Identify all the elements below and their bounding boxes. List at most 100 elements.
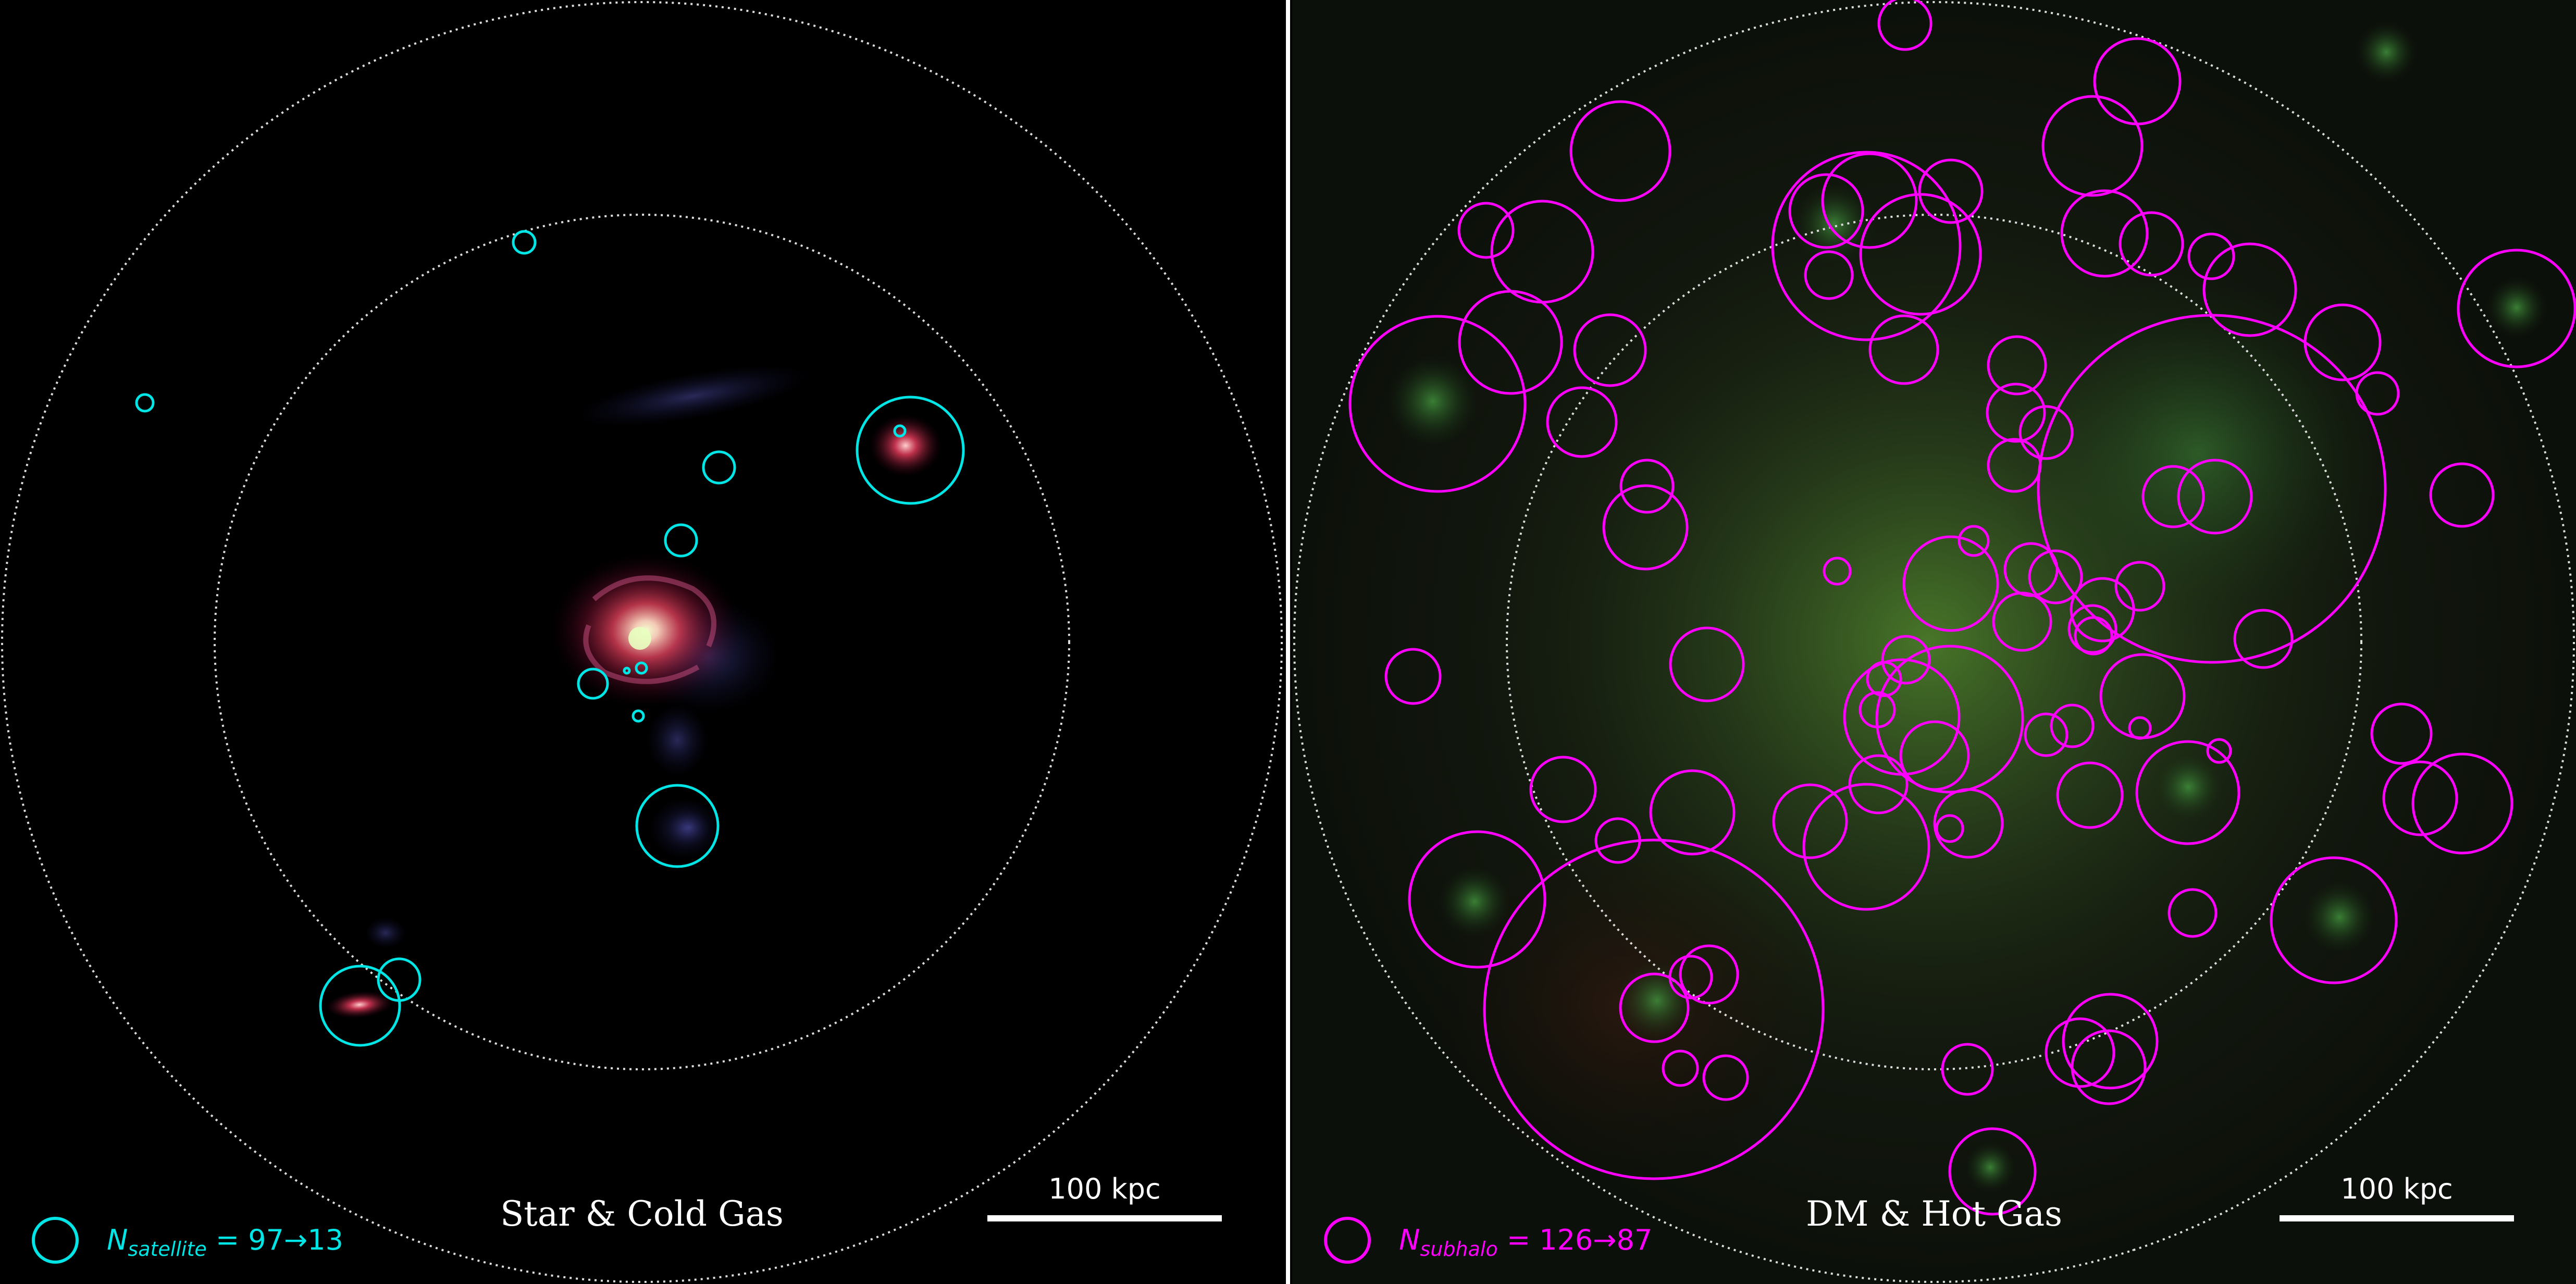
subhalo-circle: [1868, 314, 1939, 385]
subhalo-circle: [2233, 609, 2294, 669]
legend-symbol: N: [1399, 1224, 1420, 1256]
subhalo-circle: [1546, 386, 1618, 458]
satellite-circle: [631, 709, 645, 723]
scale-bar: 100 kpc: [2280, 1172, 2514, 1221]
subhalo-circle: [2135, 740, 2240, 845]
guide-rings: [1, 1, 1283, 1283]
scale-bar: 100 kpc: [987, 1172, 1222, 1221]
guide-rings: [1293, 1, 2575, 1283]
subhalo-circle: [1823, 557, 1852, 586]
subhalo-circle: [1859, 193, 1982, 316]
legend-subscript: satellite: [128, 1238, 206, 1261]
subhalo-circle: [1958, 525, 1990, 557]
subhalo-circle: [2071, 1029, 2147, 1105]
subhalo-circle: [2056, 761, 2124, 829]
subhalo-circle: [2382, 760, 2458, 836]
subhalo-circle: [1573, 313, 1647, 387]
subhalo-circle: [1457, 202, 1515, 259]
subhalo-circle: [1918, 158, 1984, 224]
subhalo-circle: [2141, 465, 2205, 528]
legend-value: = 126→87: [1498, 1224, 1653, 1256]
subhalo-circle: [2177, 459, 2253, 535]
subhalo-circle: [1875, 645, 2024, 794]
subhalo-circle: [1987, 335, 2047, 396]
satellite-markers: [135, 230, 965, 1047]
subhalo-circle: [1992, 591, 2052, 652]
legend-value: = 97→13: [207, 1224, 343, 1256]
subhalo-circle: [1649, 769, 1736, 856]
subhalo-circle: [2067, 604, 2117, 654]
subhalo-circle: [1772, 783, 1848, 859]
subhalo-circle: [1679, 944, 1739, 1005]
subhalo-circle: [1933, 788, 2004, 859]
panel-title: Star & Cold Gas: [500, 1194, 784, 1234]
subhalo-circle: [1619, 459, 1675, 514]
subhalo-circle: [2457, 249, 2576, 368]
subhalo-circle: [1483, 838, 1825, 1180]
satellite-circle: [635, 661, 648, 675]
subhalo-markers: [1348, 0, 2576, 1216]
subhalo-circle: [1881, 635, 1931, 685]
subhalo-circle: [1384, 648, 1442, 705]
subhalo-circle: [2060, 189, 2149, 278]
satellite-circle: [135, 393, 155, 413]
legend-subscript: subhalo: [1420, 1238, 1497, 1261]
subhalo-circle: [2037, 314, 2387, 664]
legend-label: Nsatellite = 97→13: [107, 1224, 343, 1261]
subhalo-circle: [1348, 315, 1527, 493]
subhalo-circle: [1821, 152, 1918, 249]
subhalo-circle: [2024, 712, 2069, 757]
subhalo-circle: [2074, 616, 2113, 656]
subhalo-circle: [1899, 720, 1970, 791]
legend-circle-icon: [1324, 1217, 1371, 1264]
subhalo-circle: [1877, 0, 1933, 51]
subhalo-circle: [1619, 972, 1690, 1043]
scale-bar-label: 100 kpc: [1048, 1172, 1160, 1205]
satellite-circle: [664, 523, 698, 558]
satellite-circle: [856, 396, 965, 505]
subhalo-circle: [1529, 756, 1597, 823]
subhalo-circle: [1986, 382, 2046, 443]
subhalo-circle: [2070, 577, 2135, 643]
subhalo-circle: [2062, 993, 2159, 1090]
dm-hot-gas-panel: DM & Hot Gas 100 kpc Nsubhalo = 126→87: [1292, 0, 2576, 1284]
subhalo-circle: [2119, 211, 2184, 277]
subhalo-circle: [2202, 242, 2297, 337]
subhalo-circle: [2018, 405, 2074, 460]
subhalo-circle: [2370, 702, 2433, 765]
subhalo-circle: [1935, 814, 1964, 843]
legend: Nsatellite = 97→13: [32, 1217, 343, 1264]
subhalo-circle: [1408, 830, 1546, 969]
subhalo-circle: [1602, 484, 1689, 571]
subhalo-circle: [2429, 462, 2495, 528]
subhalo-circle: [1804, 250, 1854, 300]
subhalo-circle: [1902, 535, 1999, 632]
panel-title: DM & Hot Gas: [1806, 1194, 2062, 1234]
subhalo-circle: [1802, 783, 1930, 911]
subhalo-circle: [2045, 1017, 2115, 1088]
subhalo-circle: [1948, 1127, 2037, 1216]
subhalo-circle: [1771, 151, 1962, 341]
scale-bar-label: 100 kpc: [2340, 1172, 2453, 1205]
subhalo-circle: [1702, 1054, 1749, 1101]
satellite-circle: [577, 668, 609, 700]
subhalo-circle: [2187, 232, 2235, 280]
subhalo-circle: [1569, 100, 1671, 202]
subhalo-circle: [1662, 1050, 1699, 1087]
subhalo-circle: [1458, 290, 1563, 395]
subhalo-circle: [2128, 716, 2152, 740]
satellite-circle: [893, 424, 907, 438]
subhalo-circle: [1848, 754, 1909, 814]
legend-circle-icon: [32, 1217, 79, 1264]
subhalo-circle: [1669, 626, 1745, 702]
subhalo-circle: [2270, 856, 2398, 984]
satellite-circle: [635, 784, 720, 868]
subhalo-circle: [2028, 549, 2083, 604]
subhalo-circle: [2041, 95, 2144, 197]
subhalo-circle: [1941, 1043, 1994, 1096]
satellite-circle: [512, 230, 537, 255]
subhalo-circle: [1788, 173, 1864, 249]
satellite-circle: [623, 666, 631, 675]
dark-matter-density: [1386, 21, 2548, 1193]
